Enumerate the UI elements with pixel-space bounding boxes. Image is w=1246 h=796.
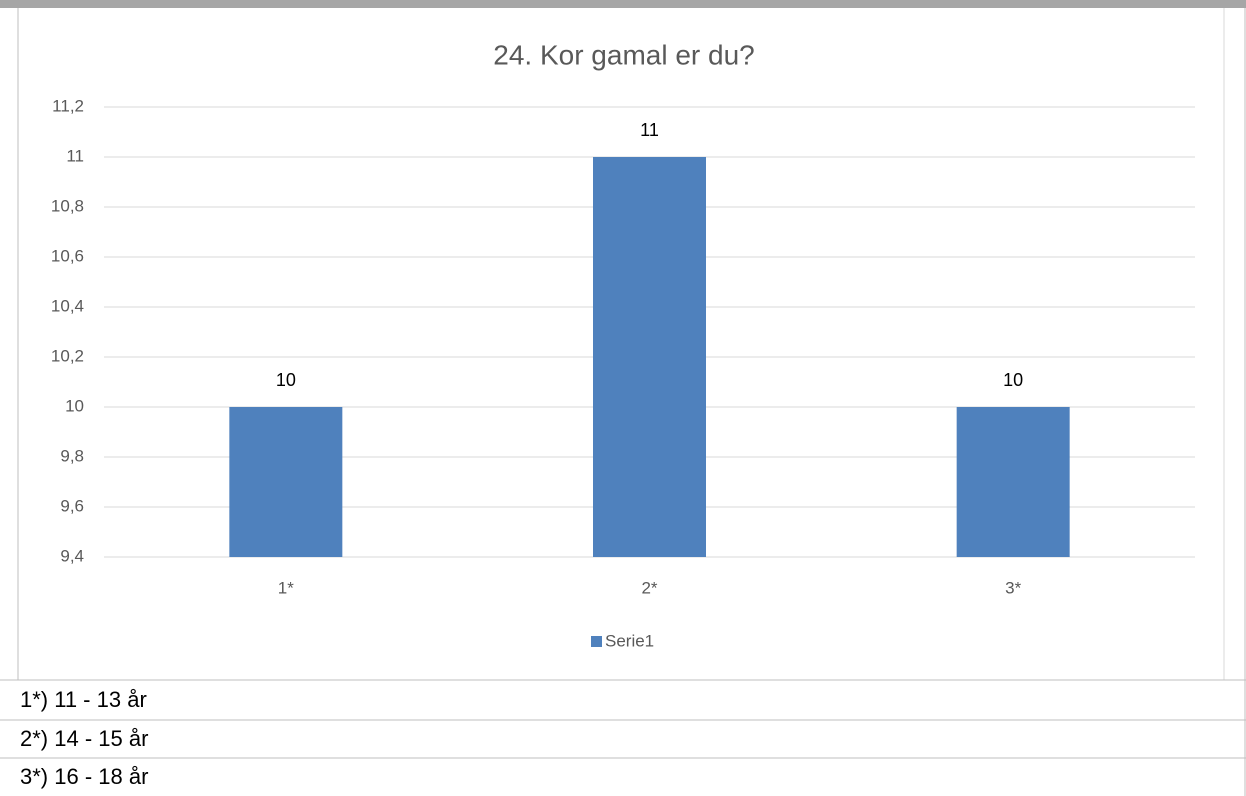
note: 1*) 11 - 13 år [20, 687, 147, 712]
x-tick-label: 3* [1005, 578, 1021, 597]
data-label: 10 [1003, 370, 1023, 390]
header-bar [0, 0, 1246, 8]
y-tick-label: 9,6 [60, 496, 84, 515]
note: 3*) 16 - 18 år [20, 764, 148, 789]
x-tick-label: 1* [278, 578, 294, 597]
data-label: 11 [640, 120, 659, 140]
y-tick-label: 10,4 [51, 296, 84, 315]
bar [593, 157, 706, 557]
y-tick-label: 11 [66, 146, 84, 165]
note: 2*) 14 - 15 år [20, 726, 148, 751]
y-tick-label: 10,2 [51, 346, 84, 365]
bar [229, 407, 343, 557]
y-tick-label: 9,4 [60, 546, 84, 565]
data-label: 10 [276, 370, 296, 390]
y-tick-label: 10 [65, 396, 84, 415]
chart-title: 24. Kor gamal er du? [493, 39, 755, 70]
bar [956, 407, 1070, 557]
y-tick-label: 10,8 [51, 196, 84, 215]
y-tick-label: 10,6 [51, 246, 84, 265]
x-tick-label: 2* [641, 578, 657, 597]
legend-swatch [591, 636, 602, 647]
y-tick-label: 9,8 [60, 446, 84, 465]
legend-label: Serie1 [605, 631, 654, 650]
y-tick-label: 11,2 [52, 96, 84, 115]
